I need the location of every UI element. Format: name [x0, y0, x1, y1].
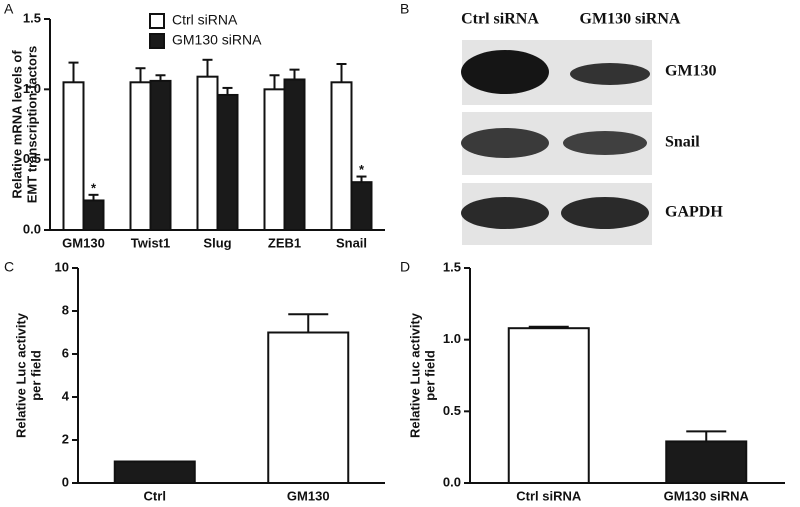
x-tick-label: Twist1 [131, 235, 171, 250]
panel-letter: B [400, 1, 409, 17]
legend-label: Ctrl siRNA [172, 12, 238, 28]
blot-column-label: Ctrl siRNA [461, 11, 539, 28]
x-tick-label: GM130 [287, 488, 330, 503]
blot-band [563, 131, 647, 155]
panel-letter: A [4, 1, 14, 17]
blot-band [461, 50, 549, 94]
y-tick-label: 0.5 [23, 151, 41, 166]
bar [350, 181, 373, 232]
x-tick-label: Ctrl siRNA [516, 488, 582, 503]
bar [267, 331, 350, 484]
y-axis-label: per field [422, 350, 437, 401]
legend-swatch [149, 13, 165, 29]
blot-band [461, 197, 549, 229]
blot-row-label: Snail [665, 134, 700, 151]
blot-row-label: GM130 [665, 63, 717, 80]
x-tick-label: Slug [203, 235, 231, 250]
blot-panel: B Ctrl siRNA GM130 siRNA GM130 Snail GAP… [400, 1, 723, 245]
x-tick-label: GM130 [62, 235, 105, 250]
panel-letter: C [4, 259, 14, 275]
x-tick-label: Ctrl [144, 488, 166, 503]
y-tick-label: 10 [55, 259, 69, 274]
bar [507, 327, 590, 485]
y-tick-label: 1.5 [23, 10, 41, 25]
bar [196, 75, 219, 231]
annotation: * [91, 180, 97, 195]
y-axis-label: EMT transcription factors [24, 46, 39, 203]
y-tick-label: 2 [62, 431, 69, 446]
bar [82, 199, 105, 232]
y-axis-label: Relative Luc activity [407, 312, 422, 438]
legend-swatch [149, 33, 165, 49]
bar [283, 78, 306, 231]
y-tick-label: 8 [62, 302, 69, 317]
bar [149, 79, 172, 232]
y-tick-label: 1.0 [23, 81, 41, 96]
y-axis-label: Relative mRNA levels of [9, 50, 24, 199]
y-axis-label: per field [28, 350, 43, 401]
blot-band [561, 197, 649, 229]
y-tick-label: 0.0 [23, 221, 41, 236]
legend-label: GM130 siRNA [172, 32, 262, 48]
bar [62, 81, 85, 231]
bar [129, 81, 152, 231]
annotation: * [359, 162, 365, 177]
bar [113, 460, 196, 484]
bar [665, 440, 748, 484]
y-tick-label: 0.0 [443, 474, 461, 489]
x-tick-label: GM130 siRNA [664, 488, 750, 503]
bar [263, 88, 286, 232]
blot-column-label: GM130 siRNA [580, 11, 681, 28]
x-tick-label: ZEB1 [268, 235, 301, 250]
y-tick-label: 0 [62, 474, 69, 489]
bar [216, 93, 239, 231]
y-tick-label: 1.5 [443, 259, 461, 274]
y-tick-label: 6 [62, 345, 69, 360]
blot-band [461, 128, 549, 158]
y-tick-label: 4 [62, 388, 70, 403]
y-axis-label: Relative Luc activity [13, 312, 28, 438]
blot-row-label: GAPDH [665, 204, 723, 221]
x-tick-label: Snail [336, 235, 367, 250]
panel-letter: D [400, 259, 410, 275]
bar [330, 81, 353, 231]
y-tick-label: 0.5 [443, 403, 461, 418]
y-tick-label: 1.0 [443, 331, 461, 346]
blot-band [570, 63, 650, 85]
